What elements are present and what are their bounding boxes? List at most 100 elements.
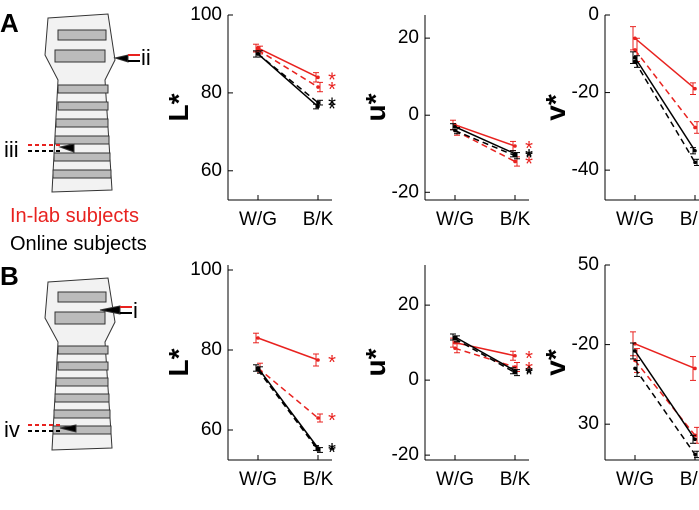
series-line <box>454 347 516 368</box>
point <box>633 59 637 64</box>
significance-label: * <box>328 69 336 91</box>
significance-label: * <box>525 138 533 160</box>
series-line <box>454 124 516 147</box>
point <box>256 336 260 340</box>
y-tick-label: -40 <box>572 159 599 180</box>
point <box>693 148 697 153</box>
point <box>513 144 517 148</box>
point <box>316 75 320 80</box>
y-tick-label: -20 <box>392 444 419 465</box>
dress-illustration <box>28 277 132 451</box>
point <box>633 366 637 371</box>
significance-label: * <box>328 410 336 432</box>
x-tick-label: W/G <box>616 469 654 490</box>
series-line <box>257 367 319 449</box>
error-bar <box>454 127 460 135</box>
legend-label: Online subjects <box>10 233 147 255</box>
point <box>316 85 320 89</box>
y-tick-label: 20 <box>398 294 419 315</box>
point <box>513 370 517 375</box>
point <box>513 153 517 158</box>
y-tick-label: 20 <box>398 27 419 48</box>
y-tick-label: 0 <box>588 4 599 25</box>
significance-label: * <box>328 99 336 121</box>
point <box>453 128 457 133</box>
x-tick-label: B/K <box>680 209 699 230</box>
significance-label: * <box>328 79 336 101</box>
x-tick-label: B/K <box>303 209 334 230</box>
x-tick-label: B/K <box>500 209 531 230</box>
y-tick-label: -20 <box>392 181 419 202</box>
error-bar <box>454 343 460 354</box>
y-axis-label: v* <box>540 94 571 121</box>
y-axis-label: u* <box>360 348 391 376</box>
y-tick-label: 80 <box>201 82 222 103</box>
error-bar <box>514 152 520 160</box>
series-line <box>257 53 319 104</box>
dress-label: iii <box>4 137 19 162</box>
point <box>693 86 697 91</box>
significance-label: * <box>328 442 336 464</box>
x-tick-label: B/K <box>680 469 699 490</box>
y-tick-label: 0 <box>408 104 419 125</box>
significance-label: * <box>525 359 533 381</box>
error-bar <box>694 158 699 166</box>
series-line <box>454 129 516 163</box>
point <box>316 100 320 105</box>
error-bar <box>317 99 323 106</box>
dress-label: i <box>133 298 138 323</box>
error-bar <box>690 147 696 155</box>
error-bar <box>694 450 699 459</box>
dress-illustration <box>28 13 140 193</box>
series-line <box>454 336 516 372</box>
series-line <box>634 57 696 152</box>
significance-label: * <box>328 440 336 462</box>
y-tick-label: 60 <box>201 419 222 440</box>
error-bar <box>313 353 319 367</box>
series-line <box>634 61 696 163</box>
error-bar <box>454 335 460 343</box>
significance-label: * <box>525 148 533 170</box>
series-line <box>454 126 516 155</box>
error-bar <box>690 82 696 96</box>
series-line <box>257 367 319 419</box>
x-tick-label: B/K <box>500 469 531 490</box>
y-tick-label: 80 <box>201 339 222 360</box>
point <box>693 437 697 442</box>
point <box>256 52 260 56</box>
point <box>453 337 457 341</box>
y-tick-label: 60 <box>201 160 222 181</box>
error-bar <box>630 51 636 64</box>
y-tick-label: -20 <box>572 334 599 355</box>
point <box>513 365 517 369</box>
y-axis-label: v* <box>540 349 571 376</box>
series-line <box>634 360 696 436</box>
series-line <box>634 350 696 440</box>
y-axis-label: u* <box>360 93 391 121</box>
error-bar <box>253 332 259 344</box>
y-tick-label: 50 <box>578 254 599 275</box>
error-bar <box>317 413 323 423</box>
significance-label: * <box>328 95 336 117</box>
x-tick-label: W/G <box>239 469 277 490</box>
panel-label: B <box>0 261 19 291</box>
y-tick-label: 100 <box>190 259 222 280</box>
error-bar <box>257 50 263 58</box>
error-bar <box>634 55 640 68</box>
x-tick-label: W/G <box>239 209 277 230</box>
significance-label: * <box>525 348 533 370</box>
y-tick-label: 100 <box>190 4 222 25</box>
point <box>693 366 697 371</box>
point <box>693 125 697 130</box>
point <box>453 346 457 351</box>
error-bar <box>317 447 323 453</box>
y-tick-label: 0 <box>408 369 419 390</box>
series-line <box>257 337 319 361</box>
error-bar <box>257 366 263 374</box>
point <box>693 452 697 457</box>
error-bar <box>630 342 636 360</box>
error-bar <box>634 360 640 377</box>
series-line <box>454 129 516 157</box>
